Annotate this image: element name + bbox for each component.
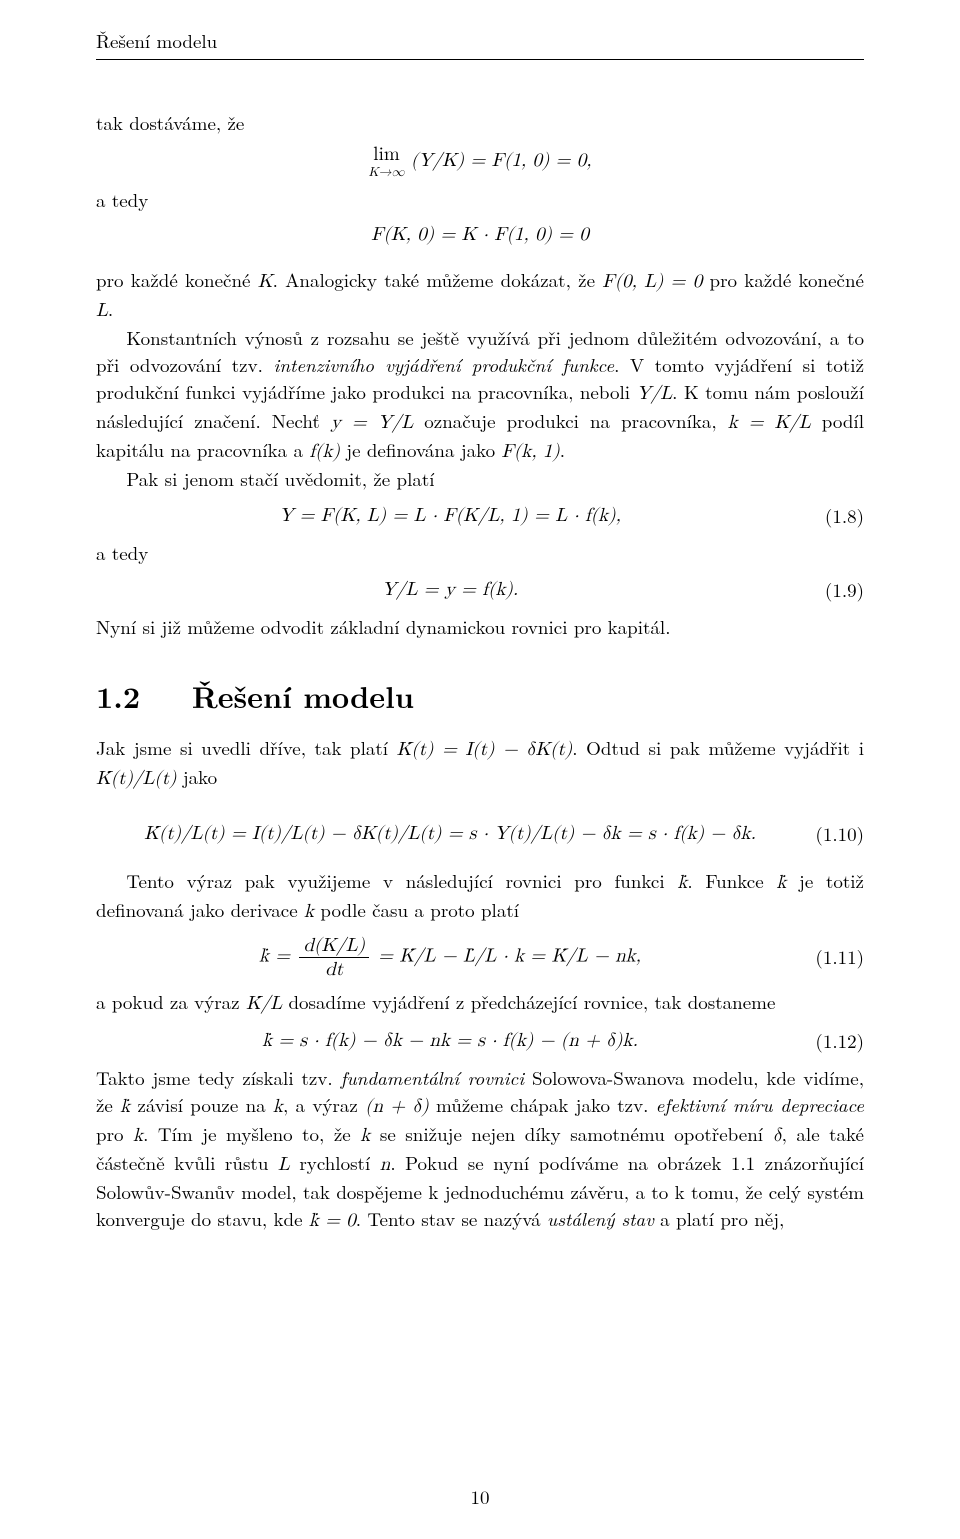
t: a platí pro něj, xyxy=(654,1205,784,1232)
t: pro xyxy=(96,1120,133,1147)
running-head: Řešení modelu xyxy=(96,28,864,55)
sym-fk: f(k) xyxy=(309,442,340,461)
eq-1-9-body: Y/L = y = f(k). xyxy=(382,580,518,599)
header-rule xyxy=(96,59,864,60)
frac-den: dt xyxy=(299,958,369,979)
sym-kdot-1: k̇ xyxy=(677,873,687,892)
sym-k-4: k xyxy=(360,1126,370,1145)
eq-1-10: K̇(t)/L(t) = I(t)/L(t) − δK(t)/L(t) = s … xyxy=(96,821,864,848)
sym-delta: δ xyxy=(773,1126,782,1145)
sym-KdotL: K̇(t)/L(t) xyxy=(96,769,177,788)
eq-limit-body: (Y/K) = F(1, 0) = 0, xyxy=(411,151,592,170)
t: podle času a proto platí xyxy=(314,896,519,923)
eq-1-11: k̇ = d(K/L) dt = K̇/L − L̇/L · k = K̇/L … xyxy=(96,936,864,979)
sym-n: n xyxy=(380,1155,391,1174)
para-5: Jak jsme si uvedli dříve, tak platí K̇(t… xyxy=(96,735,864,793)
para-4: Nyní si již můžeme odvodit základní dyna… xyxy=(96,614,864,641)
t: . xyxy=(560,436,565,463)
lim-sub: K→∞ xyxy=(368,166,404,179)
t: jako xyxy=(177,763,218,790)
t: a pokud za výraz xyxy=(96,988,246,1015)
lim-label: lim xyxy=(373,145,399,164)
eq-fk0-body: F(K, 0) = K · F(1, 0) = 0 xyxy=(371,225,589,244)
eq-1-10-body: K̇(t)/L(t) = I(t)/L(t) − δK(t)/L(t) = s … xyxy=(144,824,756,843)
t: můžeme chápak jako tzv. xyxy=(429,1091,656,1118)
sym-YL: Y/L xyxy=(637,384,673,403)
fraction: d(K/L) dt xyxy=(299,936,369,979)
sym-kdot0: k̇ = 0 xyxy=(309,1211,356,1230)
para-1: pro každé konečné K. Analogicky také můž… xyxy=(96,267,864,325)
t: rychlostí xyxy=(290,1149,380,1176)
page-number: 10 xyxy=(0,1484,960,1511)
sym-k-3: k xyxy=(133,1126,143,1145)
sym-K: K xyxy=(258,272,273,291)
t: je definována jako xyxy=(340,436,502,463)
sym-kdot-2: k̇ xyxy=(776,873,786,892)
eq-1-8: Y = F(K, L) = L · F(K/L, 1) = L · f(k), … xyxy=(96,503,864,530)
t: označuje produkci na pracovníka, xyxy=(413,407,727,434)
eq-1-8-num: (1.8) xyxy=(804,503,864,530)
section-title-text: Řešení modelu xyxy=(192,674,414,717)
sym-ndelta: (n + δ) xyxy=(365,1097,429,1116)
para-8: Takto jsme tedy získali tzv. fundamentál… xyxy=(96,1065,864,1235)
sym-F0L: F(0, L) = 0 xyxy=(602,272,702,291)
t: , a výraz xyxy=(283,1091,365,1118)
eq-1-9: Y/L = y = f(k). (1.9) xyxy=(96,577,864,604)
eq-1-8-body: Y = F(K, L) = L · F(K/L, 1) = L · f(k), xyxy=(279,506,621,525)
t: . Odtud si pak můžeme vyjádřit i xyxy=(572,734,864,761)
a-tedy-2: a tedy xyxy=(96,540,864,567)
intro-line: tak dostáváme, že xyxy=(96,110,864,137)
t: pro každé konečné xyxy=(96,266,258,293)
eq-1-12-body: k̇ = s · f(k) − δk − nk = s · f(k) − (n … xyxy=(262,1031,638,1050)
section-number: 1.2 xyxy=(96,674,140,717)
section-heading: 1.2 Řešení modelu xyxy=(96,675,864,718)
eq-1-10-num: (1.10) xyxy=(804,821,864,848)
a-tedy-1: a tedy xyxy=(96,187,864,214)
para-7: a pokud za výraz K̇/L dosadíme vyjádření… xyxy=(96,989,864,1018)
eq-1-12-num: (1.12) xyxy=(804,1028,864,1055)
eq-1-11-lhs: k̇ = xyxy=(259,947,290,966)
term-intenzivni: intenzivního vyjádření produkční funkce xyxy=(274,351,615,378)
t: Jak jsme si uvedli dříve, tak platí xyxy=(96,734,397,761)
para-6: Tento výraz pak využijeme v následující … xyxy=(96,868,864,926)
t: pro každé konečné xyxy=(702,266,864,293)
sym-L-2: L xyxy=(278,1155,290,1174)
sym-L: L xyxy=(96,301,108,320)
eq-1-12: k̇ = s · f(k) − δk − nk = s · f(k) − (n … xyxy=(96,1028,864,1055)
t: dosadíme vyjádření z předcházející rovni… xyxy=(282,988,775,1015)
sym-kdot-3: k̇ xyxy=(120,1097,130,1116)
term-ustaleny: ustálený stav xyxy=(547,1205,654,1232)
sym-yYL: y = Y/L xyxy=(331,413,413,432)
eq-1-11-rhs: = K̇/L − L̇/L · k = K̇/L − nk, xyxy=(378,947,641,966)
eq-limit: lim K→∞ (Y/K) = F(1, 0) = 0, xyxy=(96,145,864,179)
para-3: Pak si jenom stačí uvědomit, že platí xyxy=(96,466,864,493)
t: . Funkce xyxy=(687,867,776,894)
eq-fk0: F(K, 0) = K · F(1, 0) = 0 xyxy=(96,222,864,249)
t: . Analogicky také můžeme dokázat, že xyxy=(273,266,603,293)
t: se snižuje nejen díky samotnému opotřebe… xyxy=(370,1120,772,1147)
eq-1-9-num: (1.9) xyxy=(804,577,864,604)
frac-num: d(K/L) xyxy=(299,936,369,958)
para-2: Konstantních výnosů z rozsahu se ještě v… xyxy=(96,325,864,466)
t: . Tím je myšleno to, že xyxy=(143,1120,360,1147)
sym-kKL: k = K/L xyxy=(728,413,811,432)
sym-k-2: k xyxy=(273,1097,283,1116)
sym-Kdot: K̇(t) = I(t) − δK(t) xyxy=(397,740,573,759)
t: Tento výraz pak využijeme v následující … xyxy=(126,867,677,894)
t: . xyxy=(108,295,113,322)
t: . Tento stav se nazývá xyxy=(356,1205,547,1232)
term-efektivni: efektivní míru depreciace xyxy=(656,1091,864,1118)
sym-Fk1: F(k, 1) xyxy=(501,442,559,461)
term-fundamental: fundamentální rovnici xyxy=(341,1064,524,1091)
page: Řešení modelu tak dostáváme, že lim K→∞ … xyxy=(0,0,960,1539)
t: závisí pouze na xyxy=(130,1091,273,1118)
sym-KdotOverL: K̇/L xyxy=(246,994,282,1013)
sym-k: k xyxy=(304,902,314,921)
t: Takto jsme tedy získali tzv. xyxy=(96,1064,341,1091)
eq-1-11-num: (1.11) xyxy=(804,944,864,971)
